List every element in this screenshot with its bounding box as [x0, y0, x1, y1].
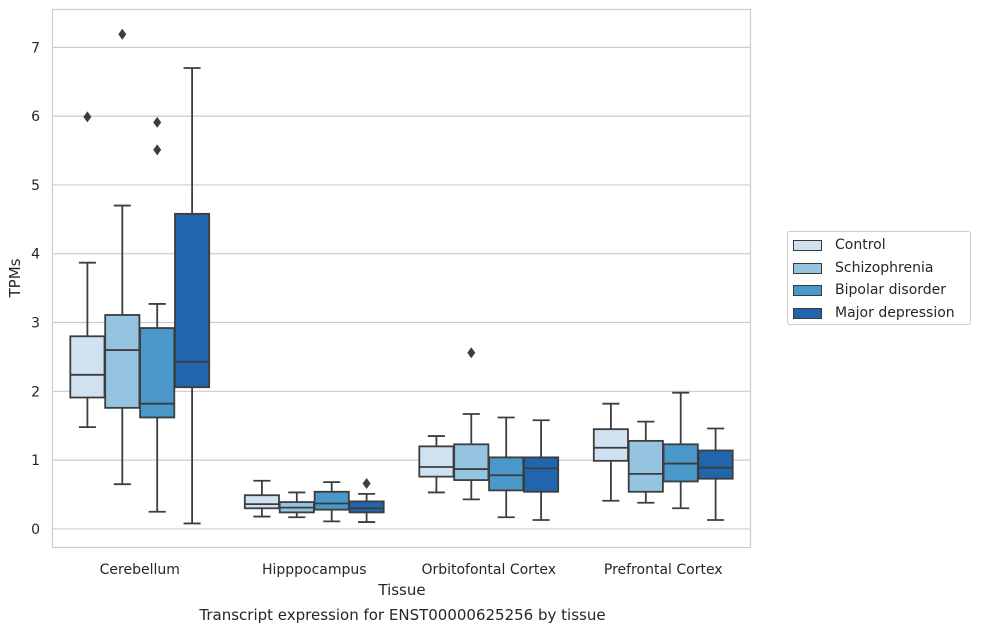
box-bipolar-disorder-cerebellum	[139, 116, 176, 513]
box-body	[627, 439, 664, 493]
box-schizophrenia-prefrontal-cortex	[627, 420, 664, 504]
box-control-cerebellum	[69, 111, 106, 429]
y-tick-label: 4	[31, 247, 40, 263]
box-body	[488, 456, 525, 492]
chart-caption: Transcript expression for ENST0000062525…	[199, 606, 606, 624]
legend-item-major-depression: Major depression	[793, 303, 955, 323]
box-major-depression-prefrontal-cortex	[697, 427, 734, 521]
x-axis-label: Tissue	[377, 581, 425, 599]
box-body	[453, 443, 490, 481]
y-tick-label: 7	[31, 40, 40, 56]
box-bipolar-disorder-hipppocampus	[313, 481, 350, 523]
y-tick-labels: 0 1 2 3 4 5 6 7	[31, 40, 40, 538]
legend: Control Schizophrenia Bipolar disorder M…	[787, 231, 971, 325]
box-body	[523, 456, 560, 493]
legend-label-major-depression: Major depression	[835, 305, 955, 321]
y-tick-label: 2	[31, 384, 40, 400]
y-tick-label: 3	[31, 316, 40, 332]
outlier-point	[83, 111, 92, 123]
box-bipolar-disorder-prefrontal-cortex	[662, 391, 699, 510]
y-tick-label: 0	[31, 522, 40, 538]
box-schizophrenia-hipppocampus	[278, 491, 315, 519]
box-control-prefrontal-cortex	[592, 402, 629, 502]
box-body	[104, 314, 141, 409]
box-body	[697, 449, 734, 480]
legend-item-bipolar-disorder: Bipolar disorder	[793, 280, 946, 300]
box-body	[348, 500, 385, 514]
box-body	[313, 490, 350, 511]
legend-item-control: Control	[793, 235, 886, 255]
legend-swatch-control	[793, 239, 822, 251]
legend-label-control: Control	[835, 237, 886, 253]
box-body	[174, 212, 211, 389]
box-control-orbitofontal-cortex	[418, 435, 455, 494]
outlier-point	[467, 347, 476, 359]
legend-swatch-schizophrenia	[793, 262, 822, 274]
y-tick-label: 6	[31, 109, 40, 125]
box-major-depression-cerebellum	[174, 67, 211, 525]
box-major-depression-hipppocampus	[348, 478, 385, 523]
box-bipolar-disorder-orbitofontal-cortex	[488, 416, 525, 519]
outlier-point	[153, 116, 162, 128]
box-body	[418, 445, 455, 478]
boxes	[69, 28, 734, 525]
x-tick-labels: Cerebellum Hipppocampus Orbitofontal Corte…	[100, 562, 723, 578]
box-schizophrenia-orbitofontal-cortex	[453, 347, 490, 501]
x-tick-label-cerebellum: Cerebellum	[100, 562, 180, 578]
box-body	[69, 335, 106, 399]
box-major-depression-orbitofontal-cortex	[523, 419, 560, 521]
x-tick-label-orbitofontal-cortex: Orbitofontal Cortex	[421, 562, 556, 578]
x-tick-label-hipppocampus: Hipppocampus	[262, 562, 367, 578]
box-body	[592, 428, 629, 462]
legend-label-bipolar-disorder: Bipolar disorder	[835, 282, 947, 298]
y-axis-label: TPMs	[6, 258, 24, 298]
legend-swatch-bipolar-disorder	[793, 284, 822, 296]
outlier-point	[153, 144, 162, 156]
box-body	[243, 494, 280, 510]
outlier-point	[362, 478, 371, 490]
x-tick-label-prefrontal-cortex: Prefrontal Cortex	[604, 562, 723, 578]
legend-swatch-major-depression	[793, 307, 822, 319]
y-tick-label: 5	[31, 178, 40, 194]
legend-label-schizophrenia: Schizophrenia	[835, 260, 934, 276]
box-control-hipppocampus	[243, 479, 280, 518]
outlier-point	[118, 28, 127, 40]
box-schizophrenia-cerebellum	[104, 28, 141, 486]
y-tick-label: 1	[31, 453, 40, 469]
legend-item-schizophrenia: Schizophrenia	[793, 258, 933, 278]
plot-frame	[51, 8, 752, 549]
